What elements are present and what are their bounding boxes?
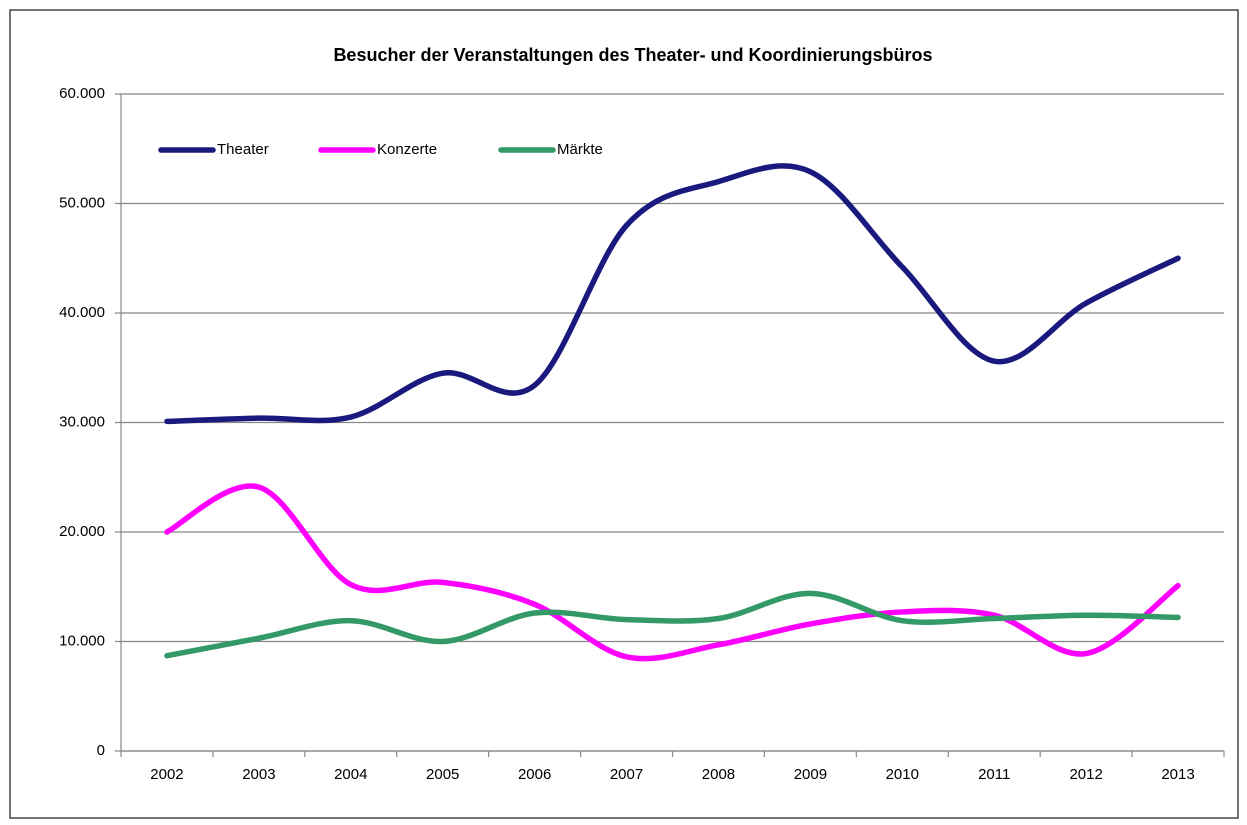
x-tick-label: 2008: [702, 766, 735, 783]
y-tick-label: 30.000: [59, 413, 105, 430]
x-tick-label: 2011: [978, 766, 1010, 783]
x-tick-label: 2012: [1069, 766, 1102, 783]
chart-frame: [9, 9, 1239, 819]
x-tick-label: 2002: [150, 766, 183, 783]
x-tick-label: 2003: [242, 766, 275, 783]
y-tick-label: 0: [97, 742, 105, 759]
legend-label: Märkte: [557, 141, 603, 158]
y-tick-label: 50.000: [59, 194, 105, 211]
series-line: [164, 590, 1181, 659]
x-tick-label: 2007: [610, 766, 643, 783]
series-line: [164, 163, 1181, 425]
x-tick-label: 2010: [886, 766, 919, 783]
y-tick-label: 20.000: [59, 523, 105, 540]
chart-title: Besucher der Veranstaltungen des Theater…: [333, 45, 932, 65]
y-tick-label: 60.000: [59, 85, 105, 102]
y-tick-label: 40.000: [59, 304, 105, 321]
x-tick-label: 2013: [1161, 766, 1194, 783]
x-tick-label: 2004: [334, 766, 367, 783]
y-tick-label: 10.000: [59, 632, 105, 649]
legend-label: Theater: [217, 141, 269, 158]
x-tick-label: 2005: [426, 766, 459, 783]
x-tick-label: 2009: [794, 766, 827, 783]
x-tick-label: 2006: [518, 766, 551, 783]
legend-label: Konzerte: [377, 141, 437, 158]
